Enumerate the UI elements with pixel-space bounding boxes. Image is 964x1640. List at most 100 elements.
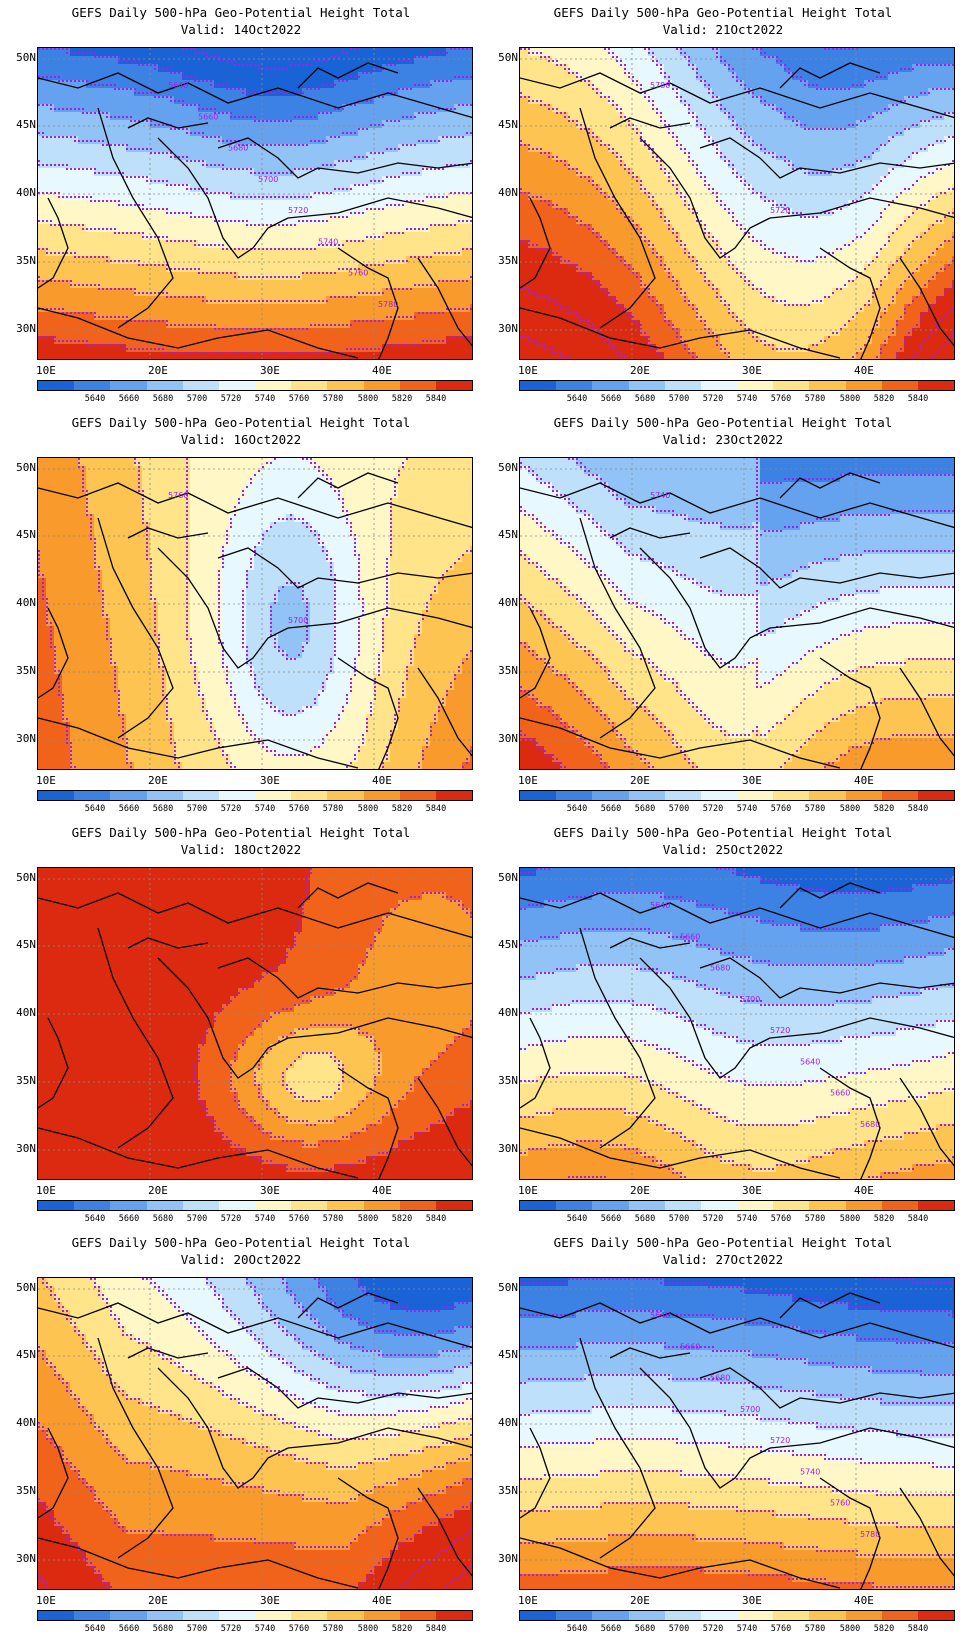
color-scale-swatch: [435, 1201, 473, 1210]
color-scale-label: 5640: [562, 804, 592, 814]
color-scale-label: 5680: [148, 1214, 178, 1224]
latitude-label: 35N: [8, 1485, 36, 1497]
color-scale-label: 5740: [732, 804, 762, 814]
longitude-label: 10E: [36, 775, 56, 787]
color-scale-swatch: [556, 1611, 593, 1620]
color-scale-label: 5840: [421, 394, 451, 404]
coastline: [297, 62, 399, 89]
color-scale-swatch: [255, 791, 292, 800]
contour-label: 5640: [650, 1311, 670, 1320]
latitude-label: 30N: [490, 1143, 518, 1155]
color-scale-label: 5800: [835, 804, 865, 814]
longitude-label: 20E: [630, 1185, 650, 1197]
color-scale-swatch: [182, 1201, 219, 1210]
color-scale-label: 5740: [250, 1214, 280, 1224]
coastline: [639, 1367, 771, 1489]
color-scale-swatch: [146, 1201, 183, 1210]
panel-valid-date: Valid: 27Oct2022: [482, 1252, 964, 1268]
coastline: [520, 307, 841, 359]
color-scale-label: 5780: [800, 394, 830, 404]
coastline: [38, 1427, 69, 1519]
color-scale-swatch: [399, 381, 436, 390]
color-scale-label: 5800: [353, 804, 383, 814]
color-scale-label: 5840: [421, 1624, 451, 1634]
color-scale-label: 5780: [318, 1214, 348, 1224]
longitude-label: 10E: [36, 1185, 56, 1197]
color-scale-label: 5700: [664, 804, 694, 814]
coastline: [38, 1017, 69, 1109]
color-scale-swatch: [38, 791, 75, 800]
coastline: [819, 1477, 881, 1589]
longitude-label: 10E: [36, 365, 56, 377]
color-scale-label: 5820: [387, 394, 417, 404]
color-scale-label: 5820: [869, 1214, 899, 1224]
color-scale-swatch: [737, 791, 774, 800]
color-scale-label: 5700: [664, 394, 694, 404]
color-scale-swatch: [291, 791, 328, 800]
coastline: [337, 1067, 399, 1179]
color-scale-swatch: [363, 1611, 400, 1620]
height-map: 5780 5720: [519, 47, 955, 360]
color-scale-label: 5680: [630, 1624, 660, 1634]
color-scale-swatch: [809, 1201, 846, 1210]
color-scale-label: 5720: [698, 394, 728, 404]
color-scale-swatch: [327, 381, 364, 390]
map-panel: GEFS Daily 500-hPa Geo-Potential Height …: [482, 410, 964, 820]
longitude-label: 10E: [518, 1185, 538, 1197]
coastline: [217, 137, 472, 179]
latitude-label: 40N: [8, 1007, 36, 1019]
color-scale-swatch: [218, 381, 256, 390]
color-scale-label: 5700: [664, 1214, 694, 1224]
longitude-label: 10E: [518, 775, 538, 787]
coastline: [38, 72, 472, 119]
contour-label: 5720: [770, 1436, 790, 1445]
coastline: [520, 197, 551, 289]
color-scale-swatch: [363, 381, 400, 390]
color-scale-swatch: [146, 791, 183, 800]
color-scale-label: 5640: [80, 1214, 110, 1224]
latitude-label: 45N: [8, 939, 36, 951]
contour-label: 5780: [650, 81, 670, 90]
color-scale-swatch: [664, 1611, 701, 1620]
coastline: [699, 547, 954, 589]
color-scale-swatch: [218, 1201, 256, 1210]
color-scale-swatch: [110, 791, 147, 800]
color-scale-swatch: [809, 381, 846, 390]
color-scale-swatch: [255, 1611, 292, 1620]
latitude-label: 50N: [490, 1282, 518, 1294]
color-scale-label: 5700: [182, 394, 212, 404]
color-scale-swatch: [520, 381, 557, 390]
coastline: [97, 517, 174, 739]
longitude-label: 40E: [854, 775, 874, 787]
color-scale-swatch: [773, 381, 810, 390]
color-scale-label: 5820: [869, 804, 899, 814]
latitude-label: 50N: [490, 52, 518, 64]
color-scale-label: 5840: [421, 1214, 451, 1224]
contour-label: 5640: [650, 901, 670, 910]
color-scale-swatch: [182, 1611, 219, 1620]
color-scale-swatch: [520, 791, 557, 800]
coastline: [639, 547, 771, 669]
color-scale-bar: [37, 380, 473, 391]
coastline: [297, 1292, 399, 1319]
color-scale-label: 5780: [318, 804, 348, 814]
coastline: [899, 1487, 954, 1577]
color-scale-swatch: [182, 381, 219, 390]
contour-label: 5680: [860, 1120, 880, 1129]
color-scale-swatch: [700, 1611, 738, 1620]
coastline: [899, 257, 954, 347]
coastline: [819, 657, 881, 769]
height-map-svg: 5640 5660 5680 5700 5720 5740 5760 5780: [38, 48, 472, 359]
panel-title: GEFS Daily 500-hPa Geo-Potential Height …: [0, 825, 482, 841]
color-scale-swatch: [363, 791, 400, 800]
color-scale-label: 5720: [698, 1624, 728, 1634]
panel-valid-date: Valid: 20Oct2022: [0, 1252, 482, 1268]
coastline: [609, 117, 691, 129]
color-scale-label: 5640: [562, 1624, 592, 1634]
color-scale-swatch: [881, 791, 918, 800]
color-scale-label: 5700: [182, 804, 212, 814]
coastline: [699, 1367, 954, 1409]
latitude-label: 30N: [8, 1143, 36, 1155]
color-scale-swatch: [881, 1201, 918, 1210]
coastline: [819, 247, 881, 359]
